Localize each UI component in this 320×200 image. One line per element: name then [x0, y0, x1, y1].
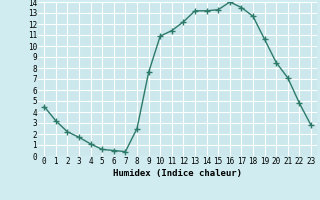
X-axis label: Humidex (Indice chaleur): Humidex (Indice chaleur) [113, 169, 242, 178]
